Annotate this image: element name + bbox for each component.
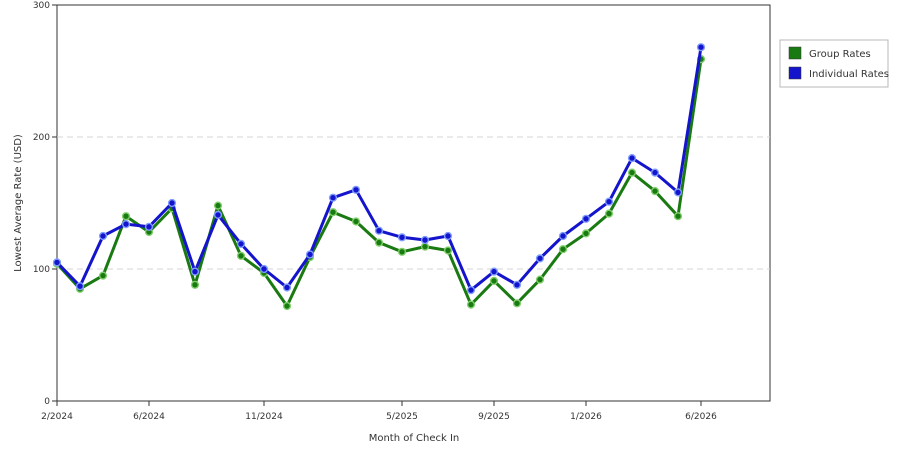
data-point-individual-rates[interactable] (236, 239, 246, 249)
x-tick-label: 6/2024 (133, 412, 165, 422)
data-point-individual-rates[interactable] (144, 222, 154, 231)
data-point-individual-rates[interactable] (604, 197, 614, 206)
y-tick-label: 200 (33, 133, 50, 143)
data-point-individual-rates[interactable] (305, 250, 315, 259)
data-point-individual-rates[interactable] (512, 280, 522, 289)
legend: Group Rates Individual Rates (779, 39, 889, 88)
data-point-group-rates[interactable] (443, 246, 453, 255)
x-tick-label: 1/2026 (570, 412, 602, 422)
data-point-group-rates[interactable] (466, 300, 476, 309)
data-point-group-rates[interactable] (627, 168, 637, 177)
y-axis: 0 100 200 300 (33, 1, 57, 407)
data-point-individual-rates[interactable] (167, 198, 177, 208)
data-point-group-rates[interactable] (98, 271, 108, 280)
data-point-individual-rates[interactable] (121, 220, 131, 229)
data-point-individual-rates[interactable] (328, 193, 338, 202)
data-point-individual-rates[interactable] (190, 267, 200, 276)
x-tick-label: 11/2024 (245, 412, 283, 422)
data-point-group-rates[interactable] (374, 238, 384, 247)
data-point-group-rates[interactable] (604, 209, 614, 218)
x-axis: 2/2024 6/2024 11/2024 5/2025 9/2025 1/2026 6/2… (41, 401, 717, 422)
data-point-group-rates[interactable] (489, 276, 499, 286)
y-tick-label: 0 (44, 397, 50, 407)
y-tick-label: 300 (33, 1, 50, 11)
data-point-individual-rates[interactable] (213, 210, 223, 220)
data-point-individual-rates[interactable] (443, 231, 453, 241)
data-point-individual-rates[interactable] (351, 185, 361, 194)
data-point-group-rates[interactable] (420, 242, 430, 251)
data-point-group-rates[interactable] (397, 247, 407, 256)
data-point-individual-rates[interactable] (558, 231, 568, 241)
data-point-individual-rates[interactable] (673, 188, 683, 197)
data-point-group-rates[interactable] (282, 301, 292, 311)
data-point-group-rates[interactable] (121, 212, 131, 221)
data-point-group-rates[interactable] (351, 217, 361, 226)
data-point-individual-rates[interactable] (650, 168, 660, 177)
x-axis-title: Month of Check In (369, 433, 460, 444)
data-point-individual-rates[interactable] (627, 154, 637, 163)
data-point-individual-rates[interactable] (489, 267, 499, 276)
plot-area (56, 4, 771, 402)
grid-lines (57, 136, 770, 270)
data-point-individual-rates[interactable] (374, 226, 384, 235)
y-axis-title: Lowest Average Rate (USD) (13, 134, 24, 272)
x-tick-label: 5/2025 (386, 412, 418, 422)
data-point-group-rates[interactable] (328, 208, 338, 217)
data-point-individual-rates[interactable] (581, 214, 591, 223)
x-tick-label: 6/2026 (685, 412, 717, 422)
data-point-group-rates[interactable] (650, 187, 660, 196)
data-point-individual-rates[interactable] (535, 254, 545, 263)
data-point-group-rates[interactable] (213, 201, 223, 210)
data-point-group-rates[interactable] (535, 275, 545, 284)
data-point-individual-rates[interactable] (98, 231, 108, 241)
legend-swatch-individual-rates (788, 66, 802, 80)
data-point-individual-rates[interactable] (696, 43, 706, 52)
x-tick-label: 9/2025 (478, 412, 510, 422)
legend-label-individual-rates: Individual Rates (809, 69, 889, 80)
data-point-individual-rates[interactable] (397, 233, 407, 242)
data-point-group-rates[interactable] (558, 245, 568, 254)
x-tick-label: 2/2024 (41, 412, 73, 422)
data-point-group-rates[interactable] (673, 212, 683, 221)
y-tick-label: 100 (33, 265, 50, 275)
data-point-individual-rates[interactable] (52, 258, 62, 267)
data-point-group-rates[interactable] (581, 229, 591, 238)
data-point-group-rates[interactable] (512, 299, 522, 308)
data-point-individual-rates[interactable] (75, 282, 85, 291)
data-point-individual-rates[interactable] (466, 286, 476, 295)
legend-label-group-rates: Group Rates (809, 49, 871, 60)
legend-swatch-group-rates (788, 46, 802, 60)
data-point-individual-rates[interactable] (259, 264, 269, 274)
data-point-group-rates[interactable] (236, 251, 246, 260)
data-point-individual-rates[interactable] (282, 283, 292, 292)
data-point-group-rates[interactable] (190, 280, 200, 289)
series-layer (52, 43, 706, 311)
data-point-individual-rates[interactable] (420, 235, 430, 245)
